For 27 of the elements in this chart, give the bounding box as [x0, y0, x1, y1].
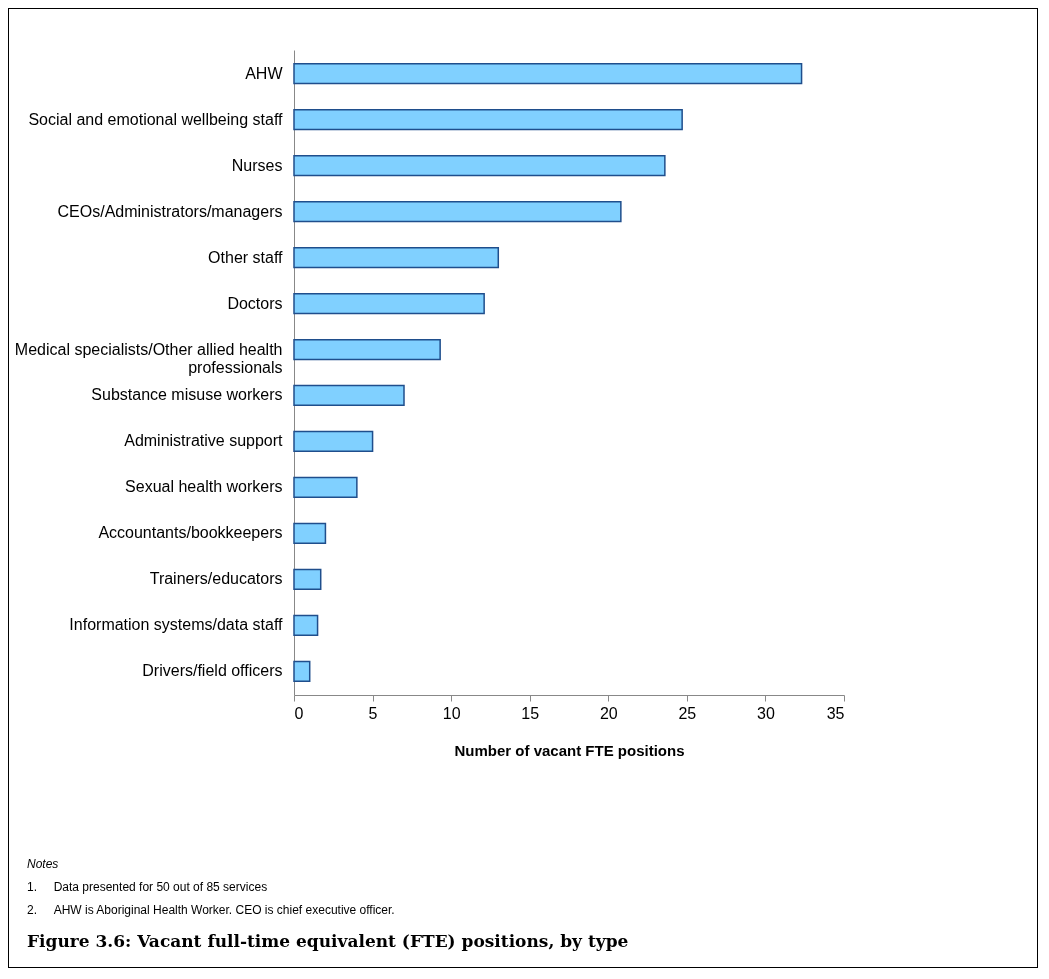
y-tick-label: Medical specialists/Other allied health professionals — [14, 340, 283, 376]
text: Notes — [27, 857, 60, 871]
x-tick-label: 20 — [599, 704, 618, 722]
x-axis-title: Number of vacant FTE positions — [454, 741, 685, 759]
x-tick-label: 35 — [826, 704, 845, 722]
y-tick-label: Substance misuse workers — [91, 386, 283, 404]
y-tick-label: Social and emotional wellbeing staff — [28, 110, 284, 128]
y-tick-label: Accountants/bookkeepers — [98, 524, 283, 542]
x-tick-label: 5 — [368, 704, 378, 722]
y-tick-label: Other staff — [208, 248, 284, 266]
x-tick-label: 10 — [442, 704, 461, 722]
y-tick-label: CEOs/Administrators/managers — [57, 202, 283, 220]
y-tick-label: Nurses — [231, 156, 283, 174]
text: 2. AHW is Aboriginal Health Worker. CEO is chief executive officer. — [27, 903, 395, 917]
x-tick-label: 25 — [678, 704, 697, 722]
y-tick-label: Doctors — [227, 294, 283, 312]
y-tick-label: AHW — [245, 64, 284, 82]
text: 1. Data presented for 50 out of 85 services — [27, 880, 269, 894]
y-tick-label: Drivers/field officers — [142, 662, 283, 680]
y-tick-label: Information systems/data staff — [69, 616, 284, 634]
y-tick-label: Trainers/educators — [149, 570, 283, 588]
x-tick-label: 0 — [294, 704, 304, 722]
text: Figure 3.6: Vacant full-time equivalent (FTE) positions, by type — [27, 931, 629, 951]
y-tick-label: Sexual health workers — [125, 478, 283, 496]
x-tick-label: 15 — [521, 704, 540, 722]
x-tick-label: 30 — [757, 704, 775, 722]
y-tick-label: Administrative support — [124, 432, 284, 450]
